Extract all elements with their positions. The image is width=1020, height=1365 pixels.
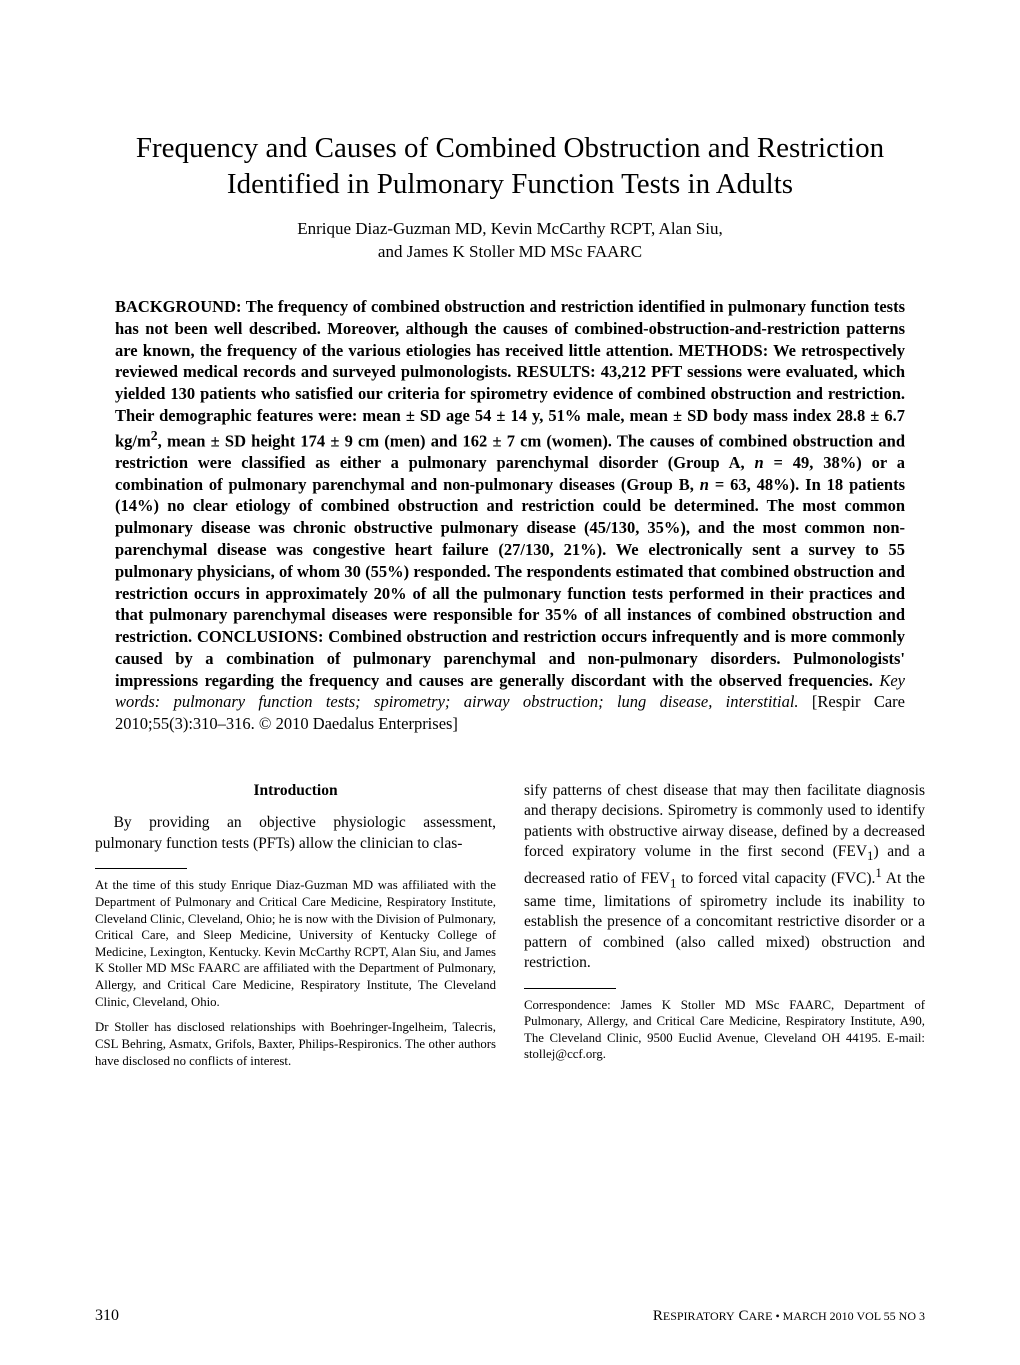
- journal-b: ESPIRATORY: [663, 1309, 735, 1323]
- abstract-methods-label: METHODS:: [678, 341, 768, 360]
- abstract-n-2: n: [700, 475, 709, 494]
- journal-d: ARE: [748, 1309, 772, 1323]
- footnote-rule-right: [524, 988, 616, 989]
- authors-line-1: Enrique Diaz-Guzman MD, Kevin McCarthy R…: [297, 219, 723, 238]
- paper-title: Frequency and Causes of Combined Obstruc…: [95, 130, 925, 203]
- abstract-n-1: n: [755, 453, 764, 472]
- abstract-results-text-4: = 63, 48%). In 18 patients (14%) no clea…: [115, 475, 905, 646]
- intro-paragraph: By providing an objective physiologic as…: [95, 813, 496, 854]
- abstract-results-sup: 2: [151, 428, 158, 443]
- col2-para-c: to forced vital capacity (FVC).: [676, 871, 875, 888]
- abstract-background-label: BACKGROUND:: [115, 297, 242, 316]
- introduction-heading: Introduction: [95, 781, 496, 801]
- abstract-conclusions-label: CONCLUSIONS:: [197, 627, 324, 646]
- col2-para-a: sify patterns of chest disease that may …: [524, 782, 925, 860]
- title-line-1: Frequency and Causes of Combined Obstruc…: [136, 132, 884, 164]
- journal-a: R: [653, 1308, 663, 1324]
- two-column-body: Introduction By providing an objective p…: [95, 781, 925, 1078]
- footnote-disclosure: Dr Stoller has disclosed relationships w…: [95, 1019, 496, 1069]
- footnote-correspondence: Correspondence: James K Stoller MD MSc F…: [524, 997, 925, 1064]
- abstract-results-label: RESULTS:: [516, 362, 595, 381]
- title-block: Frequency and Causes of Combined Obstruc…: [95, 130, 925, 264]
- col2-paragraph: sify patterns of chest disease that may …: [524, 781, 925, 974]
- footnote-rule-left: [95, 868, 187, 869]
- journal-footer: RESPIRATORY CARE • MARCH 2010 VOL 55 NO …: [653, 1308, 925, 1325]
- journal-tail: • MARCH 2010 VOL 55 NO 3: [772, 1309, 925, 1323]
- authors-line-2: and James K Stoller MD MSc FAARC: [378, 242, 642, 261]
- title-line-2: Identified in Pulmonary Function Tests i…: [227, 168, 793, 200]
- authors: Enrique Diaz-Guzman MD, Kevin McCarthy R…: [95, 217, 925, 265]
- page: Frequency and Causes of Combined Obstruc…: [0, 0, 1020, 1365]
- left-column: Introduction By providing an objective p…: [95, 781, 496, 1078]
- journal-c: C: [735, 1308, 749, 1324]
- footnote-affiliation: At the time of this study Enrique Diaz-G…: [95, 877, 496, 1010]
- abstract: BACKGROUND: The frequency of combined ob…: [115, 296, 905, 735]
- page-footer: 310 RESPIRATORY CARE • MARCH 2010 VOL 55…: [95, 1307, 925, 1325]
- page-number: 310: [95, 1307, 119, 1325]
- right-column: sify patterns of chest disease that may …: [524, 781, 925, 1078]
